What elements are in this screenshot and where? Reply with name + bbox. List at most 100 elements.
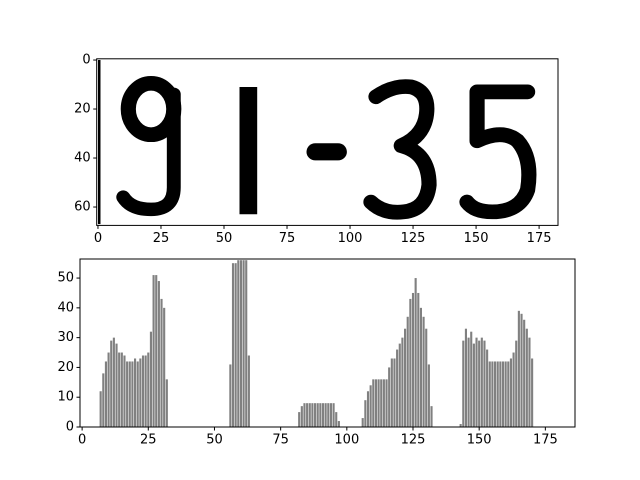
bar <box>152 275 155 427</box>
x-tick-label: 150 <box>464 231 489 246</box>
x-tick-label: 125 <box>401 231 426 246</box>
plate-image <box>96 58 560 226</box>
y-tick-label: 0 <box>82 53 90 68</box>
bar <box>316 403 319 427</box>
bar <box>406 316 409 427</box>
bar <box>126 361 129 427</box>
y-tick-label: 40 <box>74 151 91 166</box>
bar <box>131 361 134 427</box>
bar <box>308 403 311 427</box>
bar <box>494 361 497 427</box>
bar <box>390 358 393 427</box>
bar <box>147 352 150 427</box>
bar <box>364 400 367 427</box>
bar <box>385 379 388 427</box>
bar <box>99 391 102 427</box>
bar <box>231 263 235 427</box>
bar <box>335 412 338 427</box>
bar <box>517 310 520 427</box>
y-tick-label: 40 <box>57 300 74 315</box>
glyph-nine-tail <box>116 87 181 217</box>
bar <box>393 358 396 427</box>
bar <box>475 337 478 427</box>
bar <box>504 361 507 427</box>
y-tick-label: 20 <box>57 360 74 375</box>
bar <box>491 361 494 427</box>
bar <box>382 379 385 427</box>
bar <box>239 260 242 427</box>
bar <box>324 403 327 427</box>
bar <box>157 281 160 427</box>
bar <box>401 337 404 427</box>
bar <box>525 328 528 427</box>
bar <box>480 337 483 427</box>
bar <box>141 355 145 427</box>
bar <box>417 292 420 427</box>
bar <box>160 298 163 427</box>
bar <box>512 352 515 427</box>
bar <box>332 403 335 427</box>
bar <box>311 403 314 427</box>
bar <box>110 340 113 427</box>
bar <box>488 361 491 427</box>
bar <box>462 340 465 427</box>
y-tick-label: 20 <box>74 102 91 117</box>
bar <box>478 340 481 427</box>
bar <box>427 364 430 427</box>
bar <box>165 379 168 427</box>
bar <box>472 343 475 427</box>
x-tick-label: 175 <box>527 231 552 246</box>
bar <box>314 403 317 427</box>
bar <box>380 379 383 427</box>
bar <box>464 328 467 427</box>
bar <box>123 355 126 427</box>
bar <box>531 358 534 427</box>
bar <box>120 352 123 427</box>
bar <box>509 358 512 427</box>
bar <box>501 361 505 427</box>
bar <box>409 298 412 427</box>
bar <box>483 340 486 427</box>
bar <box>298 412 301 427</box>
y-tick-label: 50 <box>57 271 74 286</box>
bar <box>149 331 152 427</box>
bar <box>107 352 110 427</box>
bar <box>467 337 470 427</box>
bar <box>303 403 306 427</box>
bar <box>229 364 232 427</box>
bar <box>112 337 115 427</box>
x-tick-label: 75 <box>279 231 296 246</box>
bar <box>321 403 325 427</box>
x-tick-label: 50 <box>216 231 233 246</box>
x-tick-label: 75 <box>272 433 289 448</box>
bar <box>319 403 322 427</box>
y-tick-label: 30 <box>57 330 74 345</box>
bar <box>419 307 422 427</box>
x-tick-label: 50 <box>206 433 223 448</box>
bar <box>155 275 158 427</box>
x-tick-label: 100 <box>338 231 363 246</box>
bar <box>115 343 118 427</box>
bar <box>507 361 510 427</box>
bar <box>139 358 142 427</box>
bar <box>411 292 415 427</box>
bar <box>163 307 166 427</box>
bar <box>528 337 531 427</box>
y-tick-label: 0 <box>66 420 74 435</box>
axes-frame <box>79 258 576 428</box>
bar <box>234 263 237 427</box>
bar <box>520 313 523 427</box>
bar <box>396 349 399 427</box>
glyph-five <box>459 84 537 220</box>
bar <box>486 349 489 427</box>
glyphs <box>116 75 537 220</box>
bar <box>245 260 248 427</box>
bar <box>104 361 107 427</box>
bar <box>327 403 330 427</box>
bar <box>247 355 250 427</box>
bar <box>329 403 332 427</box>
bar <box>300 406 303 427</box>
axes-frame <box>96 58 559 226</box>
